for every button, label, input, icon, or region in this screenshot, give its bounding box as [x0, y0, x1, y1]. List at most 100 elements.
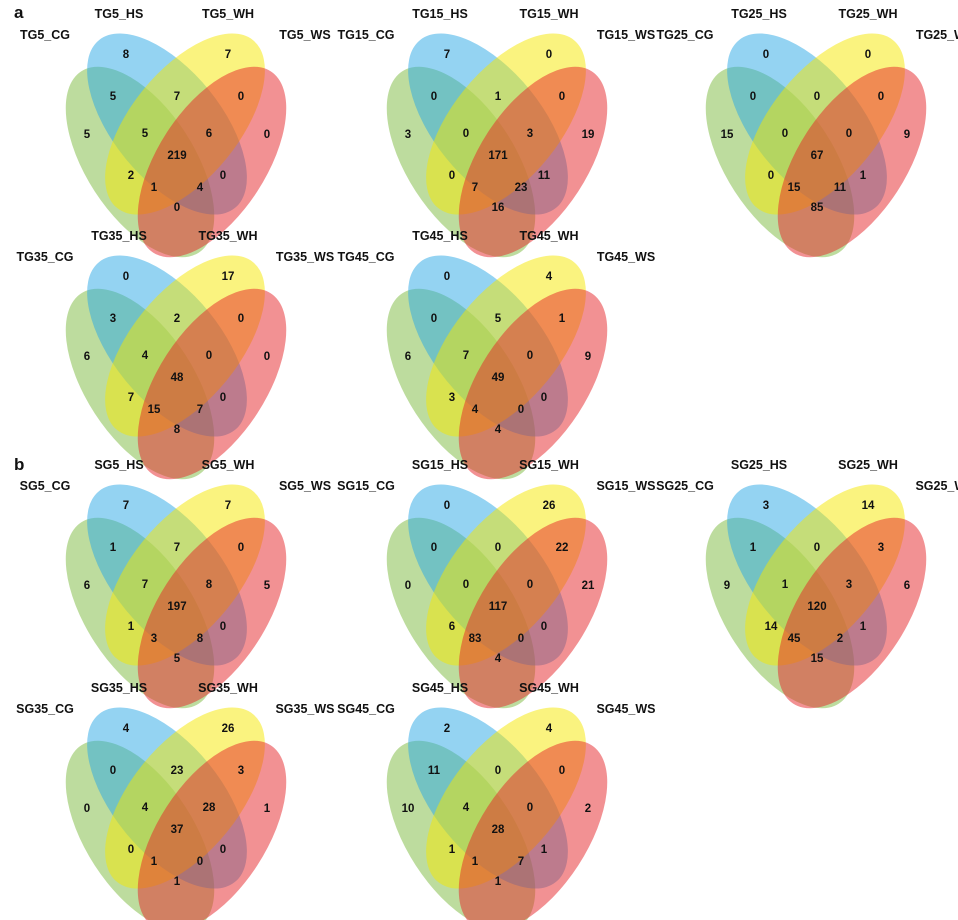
- venn-region-count-bcd: 0: [527, 350, 533, 362]
- venn-set-label: TG45_WS: [597, 250, 655, 264]
- venn-region-count-cd: 3: [878, 542, 884, 554]
- venn-set-label: TG35_WH: [198, 229, 257, 243]
- venn-diagram-tg5: TG5_CG TG5_HS TG5_WH TG5_WS 5 8 7 0 5 7 0 5 6 219 2 0 1 4…: [20, 7, 331, 258]
- venn-set-label: SG45_WS: [596, 702, 655, 716]
- venn-region-count-c: 0: [865, 49, 871, 61]
- venn-region-count-a: 10: [402, 803, 415, 815]
- venn-set-label: SG25_WS: [915, 479, 958, 493]
- venn-set-ellipse: [777, 66, 927, 258]
- venn-region-count-abc: 4: [142, 350, 149, 362]
- venn-region-count-ac: 7: [128, 392, 134, 404]
- venn-set-label: TG5_CG: [20, 28, 70, 42]
- venn-region-count-ab: 0: [431, 542, 437, 554]
- venn-set-label: SG35_HS: [91, 681, 147, 695]
- venn-region-count-abcd: 67: [811, 150, 824, 162]
- venn-region-count-abd: 2: [837, 633, 843, 645]
- venn-diagram-tg25: TG25_CG TG25_HS TG25_WH TG25_WS 15 0 0 9 0 0 0 0 0 67…: [657, 7, 958, 258]
- venn-region-count-abcd: 197: [167, 601, 186, 613]
- venn-region-count-cd: 22: [556, 542, 569, 554]
- venn-region-count-c: 26: [543, 500, 556, 512]
- venn-region-count-bc: 0: [814, 542, 820, 554]
- venn-set-label: SG45_HS: [412, 681, 468, 695]
- venn-set-label: TG45_CG: [338, 250, 395, 264]
- venn-diagram-sg25: SG25_CGSG25_HSSG25_WHSG25_WS931461031312…: [656, 458, 958, 709]
- venn-region-count-ac: 0: [768, 170, 774, 182]
- venn-region-count-ac: 0: [449, 170, 455, 182]
- venn-region-count-d: 2: [585, 803, 591, 815]
- venn-region-count-c: 4: [546, 723, 553, 735]
- venn-set-label: SG45_CG: [337, 702, 395, 716]
- venn-set-ellipse: [458, 740, 608, 920]
- venn-region-count-bcd: 3: [527, 128, 533, 140]
- panel-letter-b: b: [14, 455, 25, 474]
- venn-region-count-acd: 7: [472, 182, 478, 194]
- venn-region-count-abcd: 120: [807, 601, 826, 613]
- venn-region-count-cd: 0: [559, 765, 565, 777]
- venn-region-count-abcd: 37: [171, 824, 184, 836]
- venn-region-count-d: 5: [264, 580, 271, 592]
- venn-region-count-bc: 1: [495, 91, 502, 103]
- venn-region-count-bd: 0: [541, 621, 547, 633]
- venn-set-label: TG35_WS: [276, 250, 334, 264]
- venn-region-count-bd: 1: [860, 170, 867, 182]
- venn-region-count-bd: 0: [220, 621, 226, 633]
- venn-set-ellipse: [137, 66, 287, 258]
- venn-set-label: SG25_WH: [838, 458, 898, 472]
- venn-region-count-b: 0: [123, 271, 129, 283]
- venn-region-count-abd: 0: [518, 404, 524, 416]
- venn-region-count-ad: 4: [495, 424, 502, 436]
- venn-region-count-ac: 14: [765, 621, 778, 633]
- venn-region-count-bd: 1: [541, 844, 548, 856]
- venn-region-count-bcd: 3: [846, 579, 852, 591]
- venn-region-count-a: 9: [724, 580, 730, 592]
- venn-region-count-a: 0: [84, 803, 90, 815]
- venn-region-count-abd: 8: [197, 633, 204, 645]
- venn-region-count-ab: 0: [750, 91, 756, 103]
- venn-set-label: SG35_WS: [275, 702, 334, 716]
- venn-region-count-abd: 4: [197, 182, 204, 194]
- venn-set-label: SG25_HS: [731, 458, 787, 472]
- venn-region-count-ad: 1: [495, 876, 502, 888]
- venn-region-count-bcd: 0: [846, 128, 852, 140]
- venn-diagram-sg5: SG5_CG SG5_HS SG5_WH SG5_WS 6 7 7 5 1 7 0 7 8 197 1 0 3 8…: [20, 458, 331, 709]
- venn-set-ellipse: [458, 288, 608, 480]
- venn-set-label: SG35_CG: [16, 702, 74, 716]
- venn-region-count-d: 6: [904, 580, 910, 592]
- venn-region-count-acd: 3: [151, 633, 157, 645]
- venn-region-count-ad: 15: [811, 653, 824, 665]
- venn-set-label: TG15_HS: [412, 7, 468, 21]
- venn-set-ellipse: [777, 517, 927, 709]
- venn-set-ellipse: [458, 66, 608, 258]
- venn-region-count-ac: 0: [128, 844, 134, 856]
- venn-region-count-bcd: 0: [527, 802, 533, 814]
- venn-region-count-bd: 0: [220, 170, 226, 182]
- venn-region-count-b: 7: [444, 49, 450, 61]
- venn-region-count-abcd: 219: [167, 150, 186, 162]
- venn-set-label: SG5_CG: [20, 479, 71, 493]
- venn-region-count-a: 6: [84, 580, 90, 592]
- venn-set-ellipse: [137, 288, 287, 480]
- venn-region-count-a: 6: [84, 351, 90, 363]
- venn-region-count-c: 7: [225, 500, 231, 512]
- venn-region-count-ab: 11: [428, 765, 441, 777]
- venn-region-count-ac: 3: [449, 392, 455, 404]
- venn-region-count-bc: 5: [495, 313, 502, 325]
- venn-region-count-a: 0: [405, 580, 411, 592]
- venn-region-count-abc: 4: [463, 802, 470, 814]
- venn-region-count-a: 15: [721, 129, 734, 141]
- venn-region-count-a: 5: [84, 129, 91, 141]
- venn-set-label: TG15_WH: [519, 7, 578, 21]
- venn-region-count-ad: 0: [174, 202, 180, 214]
- venn-region-count-c: 17: [222, 271, 235, 283]
- venn-region-count-ab: 1: [750, 542, 757, 554]
- venn-region-count-d: 21: [582, 580, 595, 592]
- venn-region-count-ab: 3: [110, 313, 116, 325]
- venn-set-label: TG5_WH: [202, 7, 254, 21]
- venn-region-count-b: 8: [123, 49, 130, 61]
- venn-region-count-ac: 1: [449, 844, 456, 856]
- venn-diagram-tg35: TG35_CG TG35_HS TG35_WH TG35_WS 6 0 17 0 3 2 0 4 0 48…: [17, 229, 334, 480]
- venn-region-count-ad: 5: [174, 653, 181, 665]
- venn-region-count-b: 2: [444, 723, 450, 735]
- venn-region-count-bc: 0: [495, 542, 501, 554]
